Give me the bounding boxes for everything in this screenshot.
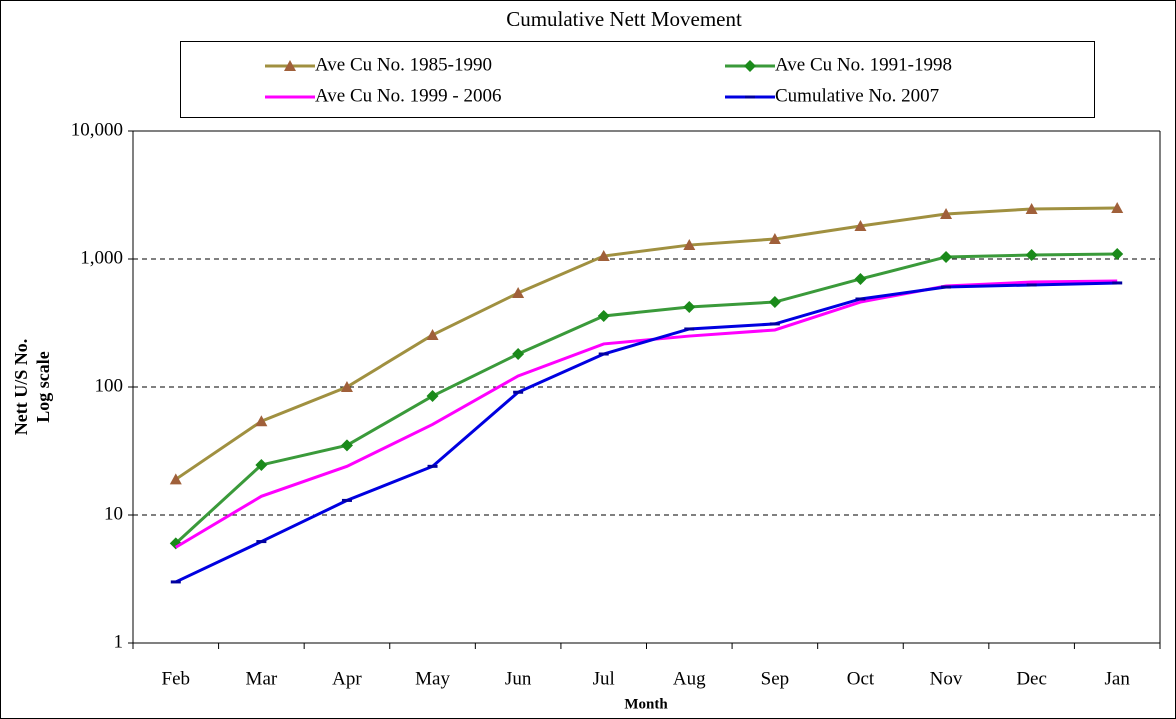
marker [1111,202,1124,214]
marker [426,328,439,340]
legend-label: Ave Cu No. 1999 - 2006 [315,85,501,106]
marker [340,439,353,452]
y-tick-label: 100 [95,375,124,396]
marker [768,233,781,245]
marker [683,239,696,251]
marker [1112,281,1123,285]
x-tick-label: Dec [1016,668,1047,689]
marker [427,464,438,468]
marker [598,352,609,356]
y-axis-label: Log scale [33,351,53,423]
x-tick-label: Oct [847,668,875,689]
x-tick-label: May [415,668,450,689]
chart-title: Cumulative Nett Movement [506,7,742,31]
marker [512,348,525,361]
legend-label: Ave Cu No. 1985-1990 [315,54,492,75]
x-tick-label: Mar [246,668,278,689]
x-tick-label: Sep [761,668,790,689]
y-axis-label: Nett U/S No. [11,339,31,436]
x-tick-label: Nov [930,668,963,689]
y-tick-label: 10,000 [71,119,123,140]
series-line [174,252,1118,545]
marker [426,390,439,403]
marker [512,287,525,299]
marker [854,220,867,232]
marker [255,458,268,471]
y-tick-label: 1 [114,631,124,652]
x-tick-label: Jun [505,668,532,689]
marker [940,207,953,219]
marker [854,272,867,285]
marker [256,540,267,544]
marker [1111,248,1124,261]
marker [597,250,610,262]
marker [684,327,695,331]
y-tick-label: 10 [104,503,123,524]
x-tick-label: Apr [332,668,362,689]
x-axis-label: Month [624,696,668,712]
marker [683,300,696,313]
marker [597,309,610,322]
x-tick-label: Aug [673,668,706,689]
marker [341,498,352,502]
marker [255,415,268,427]
marker [1025,203,1038,215]
legend-label: Cumulative No. 2007 [775,85,939,106]
y-tick-label: 1,000 [80,247,123,268]
marker [1026,283,1037,287]
marker [940,250,953,263]
series-line [174,206,1118,481]
marker [769,322,780,326]
marker [284,60,296,71]
marker [768,296,781,309]
x-tick-label: Feb [162,668,191,689]
marker [744,60,756,72]
x-tick-label: Jan [1105,668,1131,689]
marker [1025,249,1038,262]
marker [941,285,952,289]
marker [169,473,182,485]
x-tick-label: Jul [593,668,615,689]
legend-box [180,41,1095,118]
series-line [175,281,1118,584]
marker [513,390,524,394]
marker [340,381,353,392]
legend-label: Ave Cu No. 1991-1998 [775,54,952,75]
marker [745,95,755,99]
marker [170,580,181,584]
marker [855,297,866,301]
